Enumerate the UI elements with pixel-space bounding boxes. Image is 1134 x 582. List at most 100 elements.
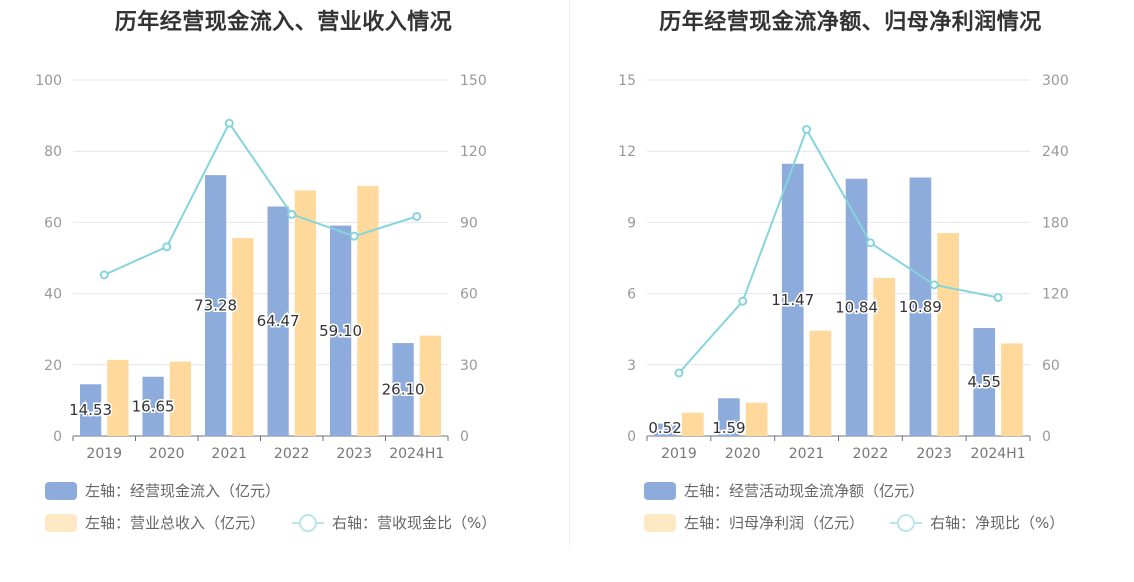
chart-title: 历年经营现金流净额、归母净利润情况 xyxy=(659,10,1042,35)
data-label: 0.52 xyxy=(648,419,681,437)
x-tick-label: 2022 xyxy=(853,446,889,462)
ratio-point xyxy=(349,231,359,241)
bar-blue xyxy=(781,163,804,436)
bar-orange xyxy=(809,330,832,436)
legend-item-bar-1[interactable]: 左轴：经营活动现金流净额（亿元） xyxy=(644,480,924,501)
x-tick-label: 2019 xyxy=(86,446,122,462)
legend-item-bar-2[interactable]: 左轴：营业总收入（亿元） xyxy=(45,512,265,533)
y-left-tick-label: 9 xyxy=(627,215,636,231)
bar-blue xyxy=(845,178,868,437)
y-left-tick-label: 20 xyxy=(44,358,62,374)
panel-divider xyxy=(569,0,570,545)
data-label: 59.10 xyxy=(319,322,362,340)
ratio-point xyxy=(162,242,172,252)
legend-item-bar-2[interactable]: 左轴：归母净利润（亿元） xyxy=(644,512,864,533)
x-tick-label: 2022 xyxy=(274,446,310,462)
bar-blue xyxy=(392,343,414,436)
bar-blue xyxy=(205,175,227,436)
data-label: 10.89 xyxy=(899,298,942,316)
x-tick-label: 2024H1 xyxy=(389,446,444,462)
data-label: 4.55 xyxy=(968,373,1001,391)
ratio-point xyxy=(929,280,939,290)
ratio-point xyxy=(412,211,422,221)
x-tick-label: 2021 xyxy=(789,446,825,462)
y-right-tick-label: 150 xyxy=(460,73,487,89)
ratio-point xyxy=(674,368,684,378)
x-tick-label: 2024H1 xyxy=(971,446,1026,462)
bar-blue xyxy=(267,206,289,436)
bar-blue xyxy=(973,328,996,436)
y-right-tick-label: 240 xyxy=(1042,144,1069,160)
y-left-tick-label: 12 xyxy=(618,144,636,160)
bar-orange xyxy=(294,190,316,436)
chart-title: 历年经营现金流入、营业收入情况 xyxy=(114,10,453,35)
bar-orange xyxy=(232,238,254,436)
y-left-tick-label: 15 xyxy=(618,73,636,89)
bar-orange xyxy=(681,412,704,436)
legend-swatch-blue xyxy=(644,481,676,500)
y-right-tick-label: 180 xyxy=(1042,215,1069,231)
x-tick-label: 2020 xyxy=(149,446,185,462)
ratio-line xyxy=(678,127,999,374)
bar-orange xyxy=(873,277,896,436)
ratio-point xyxy=(738,296,748,306)
y-left-tick-label: 6 xyxy=(627,287,636,303)
chart-plot: 0 20 40 60 80 100 0 30 60 90 120 150 2019 2020 2021 202… xyxy=(35,73,487,462)
y-right-tick-label: 90 xyxy=(460,215,478,231)
y-left-tick-label: 60 xyxy=(44,215,62,231)
data-label: 73.28 xyxy=(194,297,237,315)
y-left-tick-label: 80 xyxy=(44,144,62,160)
y-right-tick-label: 0 xyxy=(460,429,469,445)
legend-label: 左轴：归母净利润（亿元） xyxy=(684,514,865,532)
bar-orange xyxy=(419,335,441,436)
ratio-point xyxy=(99,270,109,280)
x-tick-label: 2023 xyxy=(336,446,372,462)
data-label: 1.59 xyxy=(712,419,745,437)
y-right-tick-label: 120 xyxy=(460,144,487,160)
legend-line-icon xyxy=(890,513,922,532)
bar-orange xyxy=(1001,343,1023,436)
ratio-point xyxy=(287,209,297,219)
chart-panel-net-cash: 历年经营现金流净额、归母净利润情况 0 3 6 9 12 15 0 60 120 180 240 30… xyxy=(567,0,1134,582)
y-right-tick-label: 300 xyxy=(1042,73,1069,89)
bar-orange xyxy=(357,186,379,436)
legend-label: 左轴：经营现金流入（亿元） xyxy=(85,482,281,500)
y-right-tick-label: 120 xyxy=(1042,287,1069,303)
x-tick-label: 2023 xyxy=(916,446,952,462)
ratio-line xyxy=(103,121,418,276)
bar-orange xyxy=(169,361,191,436)
data-label: 16.65 xyxy=(132,397,175,415)
data-label: 10.84 xyxy=(835,298,878,316)
legend-swatch-blue xyxy=(45,481,77,500)
legend-item-bar-1[interactable]: 左轴：经营现金流入（亿元） xyxy=(45,480,280,501)
chart-plot: 0 3 6 9 12 15 0 60 120 180 240 300 2019 2020 2021 2022 2… xyxy=(618,73,1069,462)
ratio-point xyxy=(993,293,1003,303)
bar-orange xyxy=(745,402,768,436)
legend-swatch-orange xyxy=(45,513,77,532)
y-right-tick-label: 60 xyxy=(1042,358,1060,374)
bar-blue xyxy=(80,384,102,436)
y-right-tick-label: 0 xyxy=(1042,429,1051,445)
bar-blue xyxy=(654,423,676,436)
y-left-tick-label: 0 xyxy=(53,429,62,445)
y-left-tick-label: 3 xyxy=(627,358,636,374)
data-label: 26.10 xyxy=(382,381,425,399)
bar-orange xyxy=(107,359,129,436)
ratio-point xyxy=(802,124,812,134)
bar-blue xyxy=(909,177,932,436)
ratio-point xyxy=(224,118,234,128)
x-tick-label: 2021 xyxy=(211,446,247,462)
legend-swatch-orange xyxy=(644,513,676,532)
bar-blue xyxy=(718,398,740,436)
bar-blue xyxy=(330,225,352,436)
ratio-point xyxy=(865,238,875,248)
y-right-tick-label: 60 xyxy=(460,287,478,303)
legend-label: 左轴：营业总收入（亿元） xyxy=(85,514,266,532)
x-tick-label: 2020 xyxy=(725,446,761,462)
bar-orange xyxy=(937,233,959,436)
bar-blue xyxy=(142,376,164,436)
legend-item-line[interactable]: 右轴：净现比（%） xyxy=(890,512,1064,533)
legend-item-line[interactable]: 右轴：营收现金比（%） xyxy=(292,512,496,533)
legend-label: 左轴：经营活动现金流净额（亿元） xyxy=(684,482,925,500)
data-label: 14.53 xyxy=(69,401,112,419)
